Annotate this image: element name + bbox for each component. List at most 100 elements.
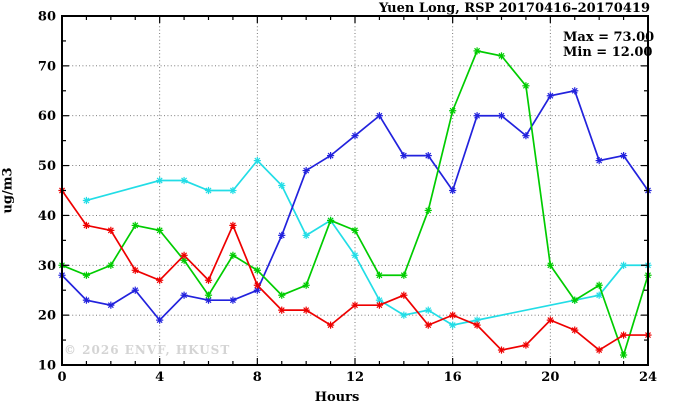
marker-stroke (425, 322, 432, 329)
cyan-series-marker (400, 311, 408, 319)
marker-stroke (278, 292, 285, 299)
gridlines (62, 16, 648, 365)
marker-stroke (83, 197, 90, 204)
marker-stroke (156, 317, 163, 324)
marker-stroke (352, 132, 358, 139)
green-series-marker (473, 47, 481, 55)
blue-series-marker (180, 291, 188, 299)
tick-labels: 0 4 8 12 16 20 24 10 20 30 40 50 60 70 80 (38, 10, 657, 386)
green-series-marker (571, 296, 579, 304)
blue-series-marker (351, 132, 359, 140)
cyan-series-marker (204, 186, 213, 195)
marker-stroke (278, 182, 285, 189)
cyan-series-marker (351, 251, 359, 259)
marker-stroke (303, 167, 310, 174)
x-tick-label: 8 (253, 370, 262, 385)
marker-stroke (400, 272, 407, 279)
red-series-marker (424, 321, 432, 329)
legend-box: Max = 73.00 Min = 12.00 (563, 30, 654, 60)
y-tick-label: 80 (38, 10, 56, 25)
cyan-series-marker (424, 306, 432, 314)
red-series-marker (229, 221, 237, 229)
watermark: © 2026 ENVF, HKUST (64, 343, 231, 357)
marker-stroke (522, 132, 529, 139)
blue-series-marker (619, 152, 628, 160)
cyan-series-marker (595, 291, 603, 299)
marker-stroke (376, 112, 383, 119)
marker-stroke (107, 302, 114, 309)
x-axis-label: Hours (314, 390, 360, 405)
marker-stroke (205, 277, 212, 284)
marker-stroke (327, 152, 334, 159)
green-series-marker (546, 261, 554, 269)
marker-stroke (571, 327, 578, 334)
blue-series-marker (449, 186, 457, 195)
marker-stroke (205, 297, 212, 304)
x-tick-label: 0 (57, 370, 66, 385)
marker-stroke (132, 222, 139, 229)
y-axis-label: ug/m3 (0, 167, 16, 214)
red-series-marker (156, 276, 164, 284)
red-series-marker (107, 226, 115, 234)
marker-stroke (425, 152, 432, 159)
red-series-marker (546, 316, 554, 324)
red-series-marker (253, 281, 261, 289)
marker-stroke (83, 222, 90, 229)
cyan-series-marker (229, 186, 237, 195)
marker-stroke (449, 107, 456, 114)
marker-stroke (425, 207, 432, 214)
blue-series-marker (400, 152, 408, 160)
marker-stroke (425, 307, 432, 314)
blue-series-marker (473, 112, 481, 120)
marker-stroke (278, 307, 285, 314)
green-series-marker (351, 226, 359, 234)
legend-min-label: Min = 12.00 (563, 45, 653, 60)
marker-stroke (229, 222, 236, 229)
marker-stroke (229, 187, 236, 194)
marker-stroke (400, 312, 407, 319)
marker-stroke (376, 272, 383, 279)
marker-stroke (620, 332, 627, 339)
red-series-marker (204, 276, 213, 284)
cyan-series-marker (302, 231, 310, 239)
red-series-marker (375, 301, 384, 309)
marker-stroke (522, 342, 529, 349)
marker-stroke (498, 347, 505, 354)
cyan-series-marker (449, 321, 457, 329)
red-series-marker (180, 251, 188, 259)
marker-stroke (107, 227, 114, 234)
blue-series-marker (302, 166, 310, 175)
green-series-marker (229, 251, 237, 259)
green-series-marker (253, 266, 261, 274)
marker-stroke (449, 312, 456, 319)
cyan-series (82, 156, 652, 329)
marker-stroke (303, 307, 310, 314)
green-series-marker (619, 351, 628, 359)
marker-stroke (156, 177, 163, 184)
cyan-series-marker (473, 316, 481, 324)
marker-stroke (254, 157, 261, 164)
marker-stroke (303, 282, 310, 289)
marker-stroke (181, 292, 188, 299)
red-series-marker (278, 306, 286, 314)
red-series-marker (326, 321, 335, 329)
y-tick-label: 30 (38, 259, 56, 274)
green-series-marker (424, 206, 432, 215)
blue-series-marker (497, 112, 506, 120)
red-series-marker (131, 266, 139, 274)
y-tick-label: 40 (38, 209, 56, 224)
green-series-marker (131, 221, 139, 229)
marker-stroke (474, 317, 481, 324)
cyan-series-marker (156, 176, 164, 185)
marker-stroke (449, 322, 456, 329)
y-tick-label: 70 (38, 59, 56, 74)
green-series-marker (400, 271, 408, 279)
marker-stroke (303, 232, 310, 239)
marker-stroke (474, 47, 481, 54)
marker-stroke (132, 287, 139, 294)
x-tick-label: 4 (155, 370, 164, 385)
chart-title: Yuen Long, RSP 20170416–20170419 (379, 1, 650, 16)
red-series-marker (571, 326, 579, 334)
marker-stroke (352, 252, 358, 259)
